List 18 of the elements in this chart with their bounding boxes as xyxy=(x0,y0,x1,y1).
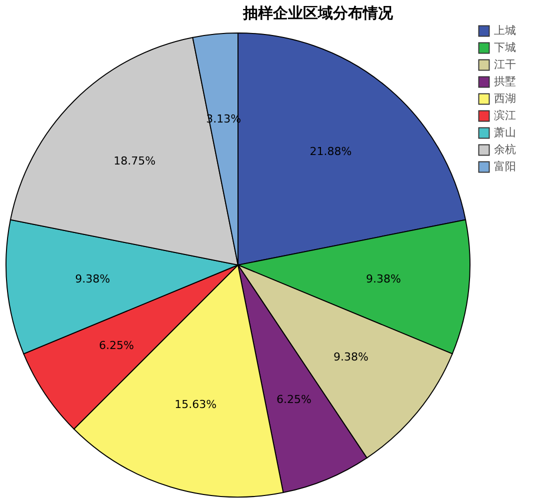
data-label: 6.25% xyxy=(98,339,134,352)
legend-label: 拱墅 xyxy=(494,75,516,88)
data-label: 6.25% xyxy=(276,393,312,406)
legend-label: 富阳 xyxy=(494,160,516,173)
legend-label: 上城 xyxy=(494,24,516,37)
legend-label: 余杭 xyxy=(494,143,516,156)
chart-title: 抽样企业区域分布情况 xyxy=(242,4,394,22)
data-label: 15.63% xyxy=(174,398,217,411)
legend-label: 西湖 xyxy=(494,92,516,105)
data-label: 18.75% xyxy=(114,154,156,168)
legend-label: 萧山 xyxy=(494,126,516,139)
data-label: 9.38% xyxy=(333,350,368,364)
data-label: 21.88% xyxy=(310,145,352,158)
legend-label: 下城 xyxy=(494,41,516,54)
data-label: 9.38% xyxy=(75,272,110,286)
legend-label: 滨江 xyxy=(494,109,516,122)
legend-label: 江干 xyxy=(494,58,516,71)
data-label: 9.38% xyxy=(366,272,401,286)
